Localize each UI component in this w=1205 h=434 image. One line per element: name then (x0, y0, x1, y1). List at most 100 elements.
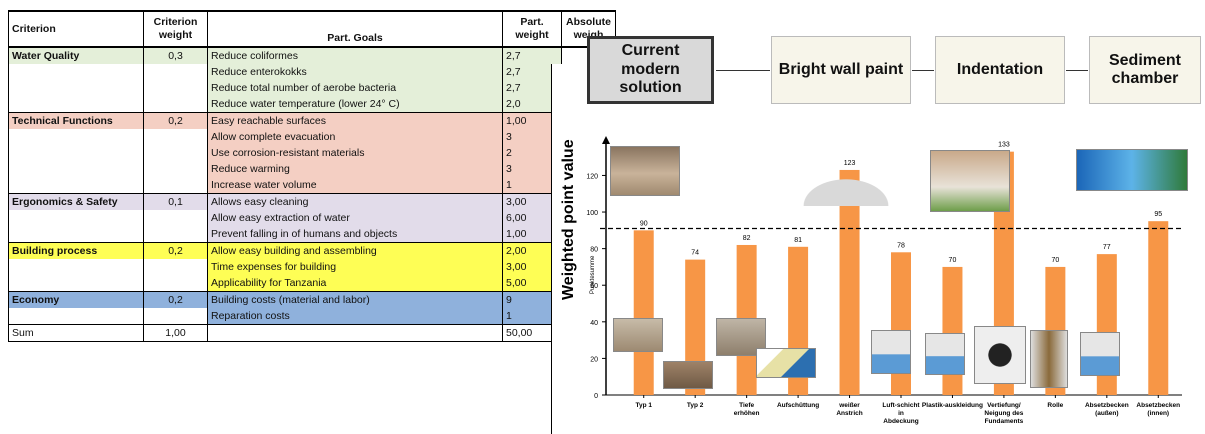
row-goal: Reduce warming (207, 161, 503, 177)
y-axis-label: Weighted point value (560, 139, 577, 300)
row-criterion-weight (143, 64, 208, 80)
row-criterion (8, 96, 144, 113)
sum-row-criterion-weight: 1,00 (143, 324, 208, 342)
row-criterion (8, 129, 144, 145)
criteria-table: Criterion Criterion weight Part. Goals P… (8, 10, 616, 342)
connector-line (912, 70, 934, 71)
table-row: Prevent falling in of humans and objects… (8, 226, 616, 243)
row-part-weight: 1,00 (502, 226, 562, 243)
category-label: Luft-schicht in Abdeckung (882, 402, 920, 425)
bar (839, 169, 860, 395)
category-label: weißer Anstrich (836, 402, 862, 417)
table-row: Use corrosion-resistant materials 2 (8, 145, 616, 161)
row-criterion-weight: 0,1 (143, 193, 208, 210)
category-label: Absetzbecken (außen) (1085, 402, 1129, 417)
row-part-weight: 1 (502, 308, 562, 325)
tank-diagram-image (925, 333, 965, 375)
header-criterion: Criterion (8, 10, 144, 48)
concept-sediment-chamber: Sediment chamber (1089, 36, 1201, 104)
bar-value-label: 90 (640, 220, 648, 227)
bar-value-label: 81 (794, 237, 802, 244)
sum-row-goal (207, 324, 503, 342)
y-axis-sublabel: Punktesumme (590, 255, 596, 294)
row-criterion-weight (143, 210, 208, 226)
row-criterion: Ergonomics & Safety (8, 193, 144, 210)
row-criterion-weight: 0,3 (143, 46, 208, 64)
row-criterion (8, 275, 144, 292)
connector-line (1066, 70, 1088, 71)
row-criterion (8, 259, 144, 275)
row-criterion-weight (143, 259, 208, 275)
tank-photo-image (610, 146, 680, 196)
tank-diagram-image (974, 326, 1026, 384)
mound-diagram-image (756, 348, 816, 378)
row-criterion-weight: 0,2 (143, 242, 208, 259)
row-criterion-weight (143, 80, 208, 96)
concept-bright-wall-paint: Bright wall paint (771, 36, 911, 104)
row-goal: Building costs (material and labor) (207, 291, 503, 308)
table-row: Reduce enterokokks 2,7 (8, 64, 616, 80)
row-criterion: Water Quality (8, 46, 144, 64)
bar-value-label: 133 (998, 142, 1010, 149)
tank-photo-image (663, 361, 713, 389)
sum-row-part-weight: 50,00 (502, 324, 562, 342)
row-goal: Allow easy extraction of water (207, 210, 503, 226)
table-row: Technical Functions 0,2 Easy reachable sur… (8, 112, 616, 129)
y-tick-label: 120 (586, 173, 598, 180)
table-header-row: Criterion Criterion weight Part. Goals P… (8, 10, 616, 48)
y-tick-label: 0 (594, 393, 598, 400)
row-goal: Reduce total number of aerobe bacteria (207, 80, 503, 96)
header-part-goals: Part. Goals (207, 10, 503, 48)
category-label: Typ 2 (687, 402, 704, 409)
row-criterion: Technical Functions (8, 112, 144, 129)
row-criterion-weight (143, 275, 208, 292)
header-criterion-weight: Criterion weight (143, 10, 208, 48)
row-criterion-weight (143, 129, 208, 145)
row-part-weight: 1,00 (502, 112, 562, 129)
table-row: Allow complete evacuation 3 (8, 129, 616, 145)
concept-indentation: Indentation (935, 36, 1065, 104)
bar-chart: 0 20 40 60 80 100 120 Punktesumme 90 Typ 1 74 Typ 2… (586, 136, 1182, 425)
row-criterion: Building process (8, 242, 144, 259)
bar (942, 266, 963, 395)
bar-value-label: 95 (1154, 211, 1162, 218)
row-part-weight: 3 (502, 161, 562, 177)
row-part-weight: 2,0 (502, 96, 562, 113)
row-part-weight: 2 (502, 145, 562, 161)
sum-row-criterion: Sum (8, 324, 144, 342)
category-label: Tiefe erhöhen (734, 402, 760, 417)
row-criterion-weight (143, 226, 208, 243)
row-goal: Time expenses for building (207, 259, 503, 275)
row-criterion (8, 161, 144, 177)
row-criterion (8, 177, 144, 194)
row-criterion-weight (143, 145, 208, 161)
row-part-weight: 2,00 (502, 242, 562, 259)
category-label: Plastik-auskleidung (922, 402, 983, 409)
y-tick-label: 80 (590, 247, 598, 254)
bar-value-label: 82 (743, 235, 751, 242)
row-part-weight: 3,00 (502, 193, 562, 210)
row-criterion-weight (143, 308, 208, 325)
row-criterion-weight: 0,2 (143, 291, 208, 308)
bar (1148, 221, 1169, 395)
row-part-weight: 9 (502, 291, 562, 308)
bar-value-label: 78 (897, 242, 905, 249)
dome-diagram-image (792, 172, 900, 206)
concept-current-modern-solution: Current modern solution (587, 36, 714, 104)
row-part-weight: 3,00 (502, 259, 562, 275)
row-goal: Allow easy building and assembling (207, 242, 503, 259)
sediment-diagram-image (1076, 149, 1188, 191)
row-part-weight: 6,00 (502, 210, 562, 226)
header-part-weight: Part. weight (502, 10, 562, 48)
row-goal: Allows easy cleaning (207, 193, 503, 210)
row-criterion-weight (143, 177, 208, 194)
table-row: Economy 0,2 Building costs (material and l… (8, 291, 616, 308)
y-tick-label: 60 (590, 283, 598, 290)
row-criterion: Economy (8, 291, 144, 308)
bar-value-label: 123 (844, 160, 856, 167)
row-criterion-weight: 0,2 (143, 112, 208, 129)
row-part-weight: 1 (502, 177, 562, 194)
category-label: Vertiefung/Neigung des Fundaments (984, 402, 1023, 425)
category-label: Rolle (1047, 402, 1063, 409)
